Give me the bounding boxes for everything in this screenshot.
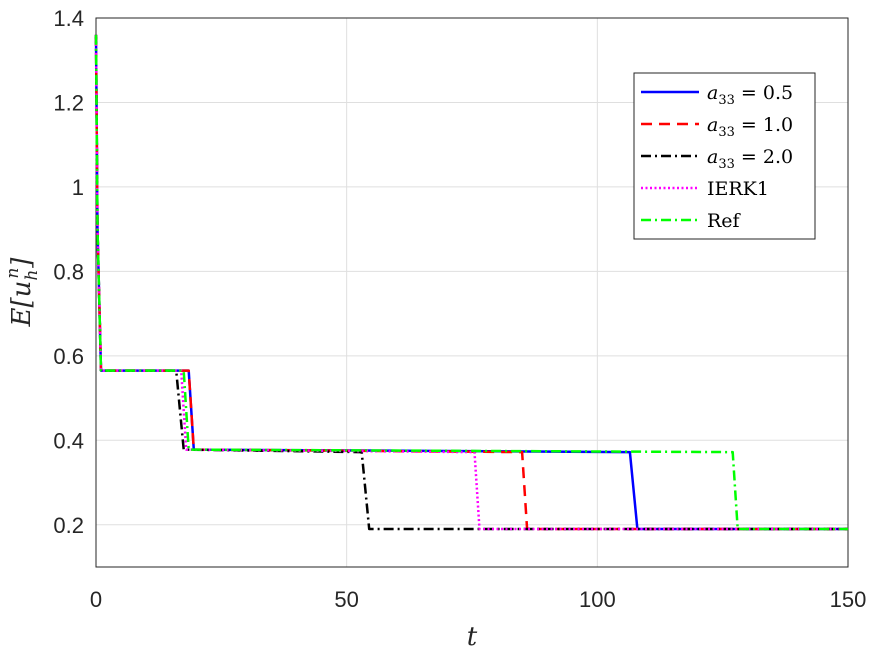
series-line-4 [94,34,848,531]
x-axis-label: t [467,622,478,652]
legend-label-2: a33 = 1.0 [707,114,793,140]
series-layer [94,34,848,531]
legend-label-3: a33 = 2.0 [707,146,793,172]
y-tick-label: 1.4 [53,6,84,31]
x-tick-label: 100 [579,587,616,612]
y-axis-label: E[uhn] [3,257,42,328]
legend: a33 = 0.5 a33 = 1.0 a33 = 2.0 IERK1 Ref [633,72,816,240]
legend-label-1: a33 = 0.5 [707,82,793,108]
series-line-5 [94,34,848,531]
x-tick-label: 50 [334,587,358,612]
legend-label-4: IERK1 [707,178,769,200]
y-tick-label: 0.8 [53,259,84,284]
plot-frame [95,17,849,568]
y-tick-label: 1 [72,175,84,200]
tick-labels: 0 50 100 150 0.2 0.4 0.6 0.8 1 1.2 1.4 [53,6,866,612]
x-tick-label: 150 [830,587,867,612]
x-tick-label: 0 [90,587,102,612]
y-tick-label: 1.2 [53,90,84,115]
y-tick-label: 0.4 [53,428,84,453]
y-tick-label: 0.2 [53,513,84,538]
legend-label-5: Ref [707,210,742,232]
y-tick-label: 0.6 [53,344,84,369]
